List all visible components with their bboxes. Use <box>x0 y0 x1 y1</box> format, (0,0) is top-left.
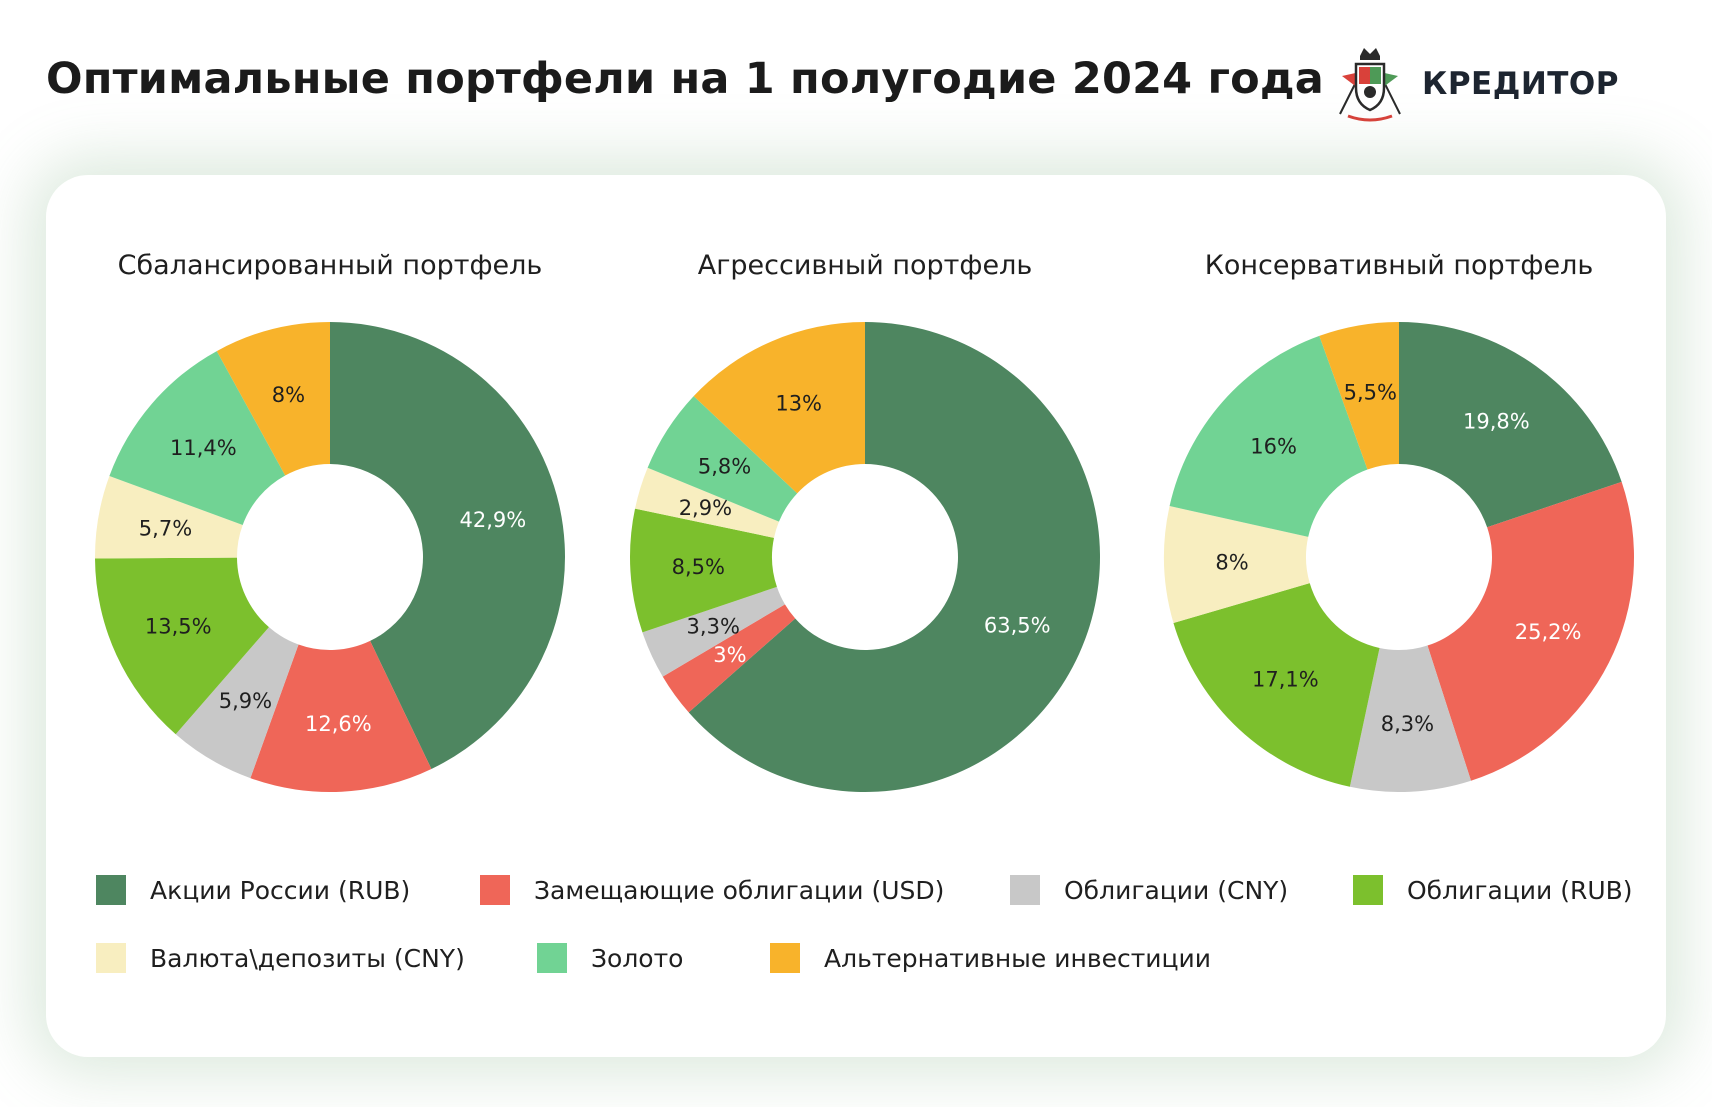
chart-title-2: Агрессивный портфель <box>697 250 1033 281</box>
chart-title-1: Сбалансированный портфель <box>117 250 543 281</box>
slice-3-5 <box>1164 506 1310 623</box>
slice-label-2-1: 63,5% <box>984 614 1051 638</box>
slice-3-6 <box>1169 335 1368 537</box>
legend-swatch <box>770 943 800 973</box>
legend-swatch <box>537 943 567 973</box>
slice-1-2 <box>250 640 432 792</box>
legend-swatch <box>1010 875 1040 905</box>
slice-label-3-2: 25,2% <box>1515 620 1582 644</box>
donut-chart-2: 63,5% 3% 3,3% 8,5% 2,9% 5,8% 13% <box>630 322 1100 792</box>
legend-item: Акции России (RUB) <box>96 870 410 910</box>
donut-chart-3: 19,8% 25,2% 8,3% 17,1% 8% 16% 5,5% <box>1164 322 1634 792</box>
slice-1-6 <box>109 351 286 525</box>
legend-label: Валюта\депозиты (CNY) <box>150 943 465 973</box>
slice-2-2 <box>662 604 796 713</box>
legend-label: Акции России (RUB) <box>150 875 411 905</box>
legend-swatch <box>96 875 126 905</box>
slice-1-4 <box>95 557 269 735</box>
slice-2-5 <box>635 467 779 538</box>
slice-label-2-3: 3,3% <box>687 615 740 639</box>
slice-label-2-5: 2,9% <box>679 496 732 520</box>
brand-logo: КРЕДИТОР <box>1330 44 1619 124</box>
slice-label-2-4: 8,5% <box>672 555 725 579</box>
slice-label-3-6: 16% <box>1250 435 1297 459</box>
slice-3-2 <box>1427 481 1634 781</box>
legend-item: Валюта\депозиты (CNY) <box>96 938 465 978</box>
legend-label: Золото <box>591 943 684 973</box>
slice-label-3-4: 17,1% <box>1252 667 1319 691</box>
slice-3-3 <box>1349 645 1471 792</box>
slice-3-4 <box>1173 583 1380 787</box>
donut-chart-1: 42,9% 12,6% 5,9% 13,5% 5,7% 11,4% 8% <box>95 322 566 792</box>
slice-label-1-1: 42,9% <box>460 508 527 532</box>
slice-label-1-3: 5,9% <box>219 689 272 713</box>
slice-label-1-7: 8% <box>272 383 305 407</box>
slice-1-7 <box>216 322 330 476</box>
slice-1-1 <box>330 322 566 770</box>
slice-label-2-7: 13% <box>775 392 822 416</box>
chart-title-3: Консервативный портфель <box>1204 250 1594 281</box>
legend-item: Облигации (CNY) <box>1010 870 1288 910</box>
slice-label-3-5: 8% <box>1215 551 1248 575</box>
slice-1-3 <box>175 627 299 779</box>
page-title: Оптимальные портфели на 1 полугодие 2024… <box>46 54 1325 104</box>
legend-label: Облигации (RUB) <box>1407 875 1633 905</box>
slice-3-7 <box>1319 322 1399 470</box>
slice-label-2-6: 5,8% <box>698 455 751 479</box>
chart-card <box>46 175 1666 1057</box>
coat-of-arms-icon <box>1339 48 1401 122</box>
slice-2-1 <box>688 322 1100 792</box>
slice-label-1-4: 13,5% <box>145 615 212 639</box>
slice-label-2-2: 3% <box>713 643 746 667</box>
slice-1-5 <box>95 476 243 559</box>
legend-swatch <box>96 943 126 973</box>
slice-label-1-2: 12,6% <box>305 712 372 736</box>
slice-label-1-6: 11,4% <box>170 436 237 460</box>
slice-label-3-3: 8,3% <box>1381 712 1434 736</box>
slice-label-3-7: 5,5% <box>1344 380 1397 404</box>
slice-2-7 <box>693 322 865 494</box>
brand-name: КРЕДИТОР <box>1422 66 1620 102</box>
legend-item: Облигации (RUB) <box>1353 870 1633 910</box>
slice-2-6 <box>647 396 798 522</box>
slice-2-3 <box>642 586 785 677</box>
legend-swatch <box>480 875 510 905</box>
legend-label: Альтернативные инвестиции <box>824 943 1212 973</box>
slice-label-3-1: 19,8% <box>1463 409 1530 433</box>
legend-item: Альтернативные инвестиции <box>770 938 1211 978</box>
slice-2-4 <box>630 508 777 633</box>
legend-item: Золото <box>537 938 683 978</box>
legend-item: Замещающие облигации (USD) <box>480 870 944 910</box>
legend-swatch <box>1353 875 1383 905</box>
legend-label: Замещающие облигации (USD) <box>534 875 945 905</box>
slice-label-1-5: 5,7% <box>139 516 192 540</box>
slice-3-1 <box>1399 322 1622 528</box>
legend-label: Облигации (CNY) <box>1064 875 1289 905</box>
